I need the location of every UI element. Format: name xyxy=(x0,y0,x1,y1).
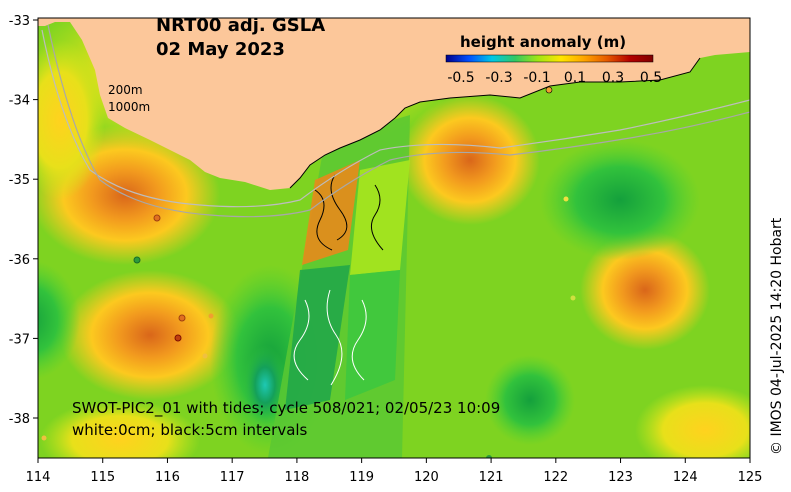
anomaly-eddy-central xyxy=(400,95,540,225)
y-tick-label: -38 xyxy=(9,412,30,427)
plot-frame xyxy=(37,17,751,459)
x-tick-label: 122 xyxy=(543,470,568,485)
y-tick-label: -33 xyxy=(9,14,30,29)
anomaly-far-west xyxy=(38,40,105,200)
swot-swath xyxy=(268,115,410,458)
anomaly-south-warm xyxy=(40,400,200,458)
colorbar-ticks: -0.5 -0.3 -0.1 0.1 0.3 0.5 xyxy=(447,70,662,86)
anomaly-cool-south xyxy=(485,355,575,445)
colorbar-title: height anomaly (m) xyxy=(460,33,626,51)
colorbar-tick-label: 0.1 xyxy=(564,70,586,86)
colorbar-tick-label: -0.5 xyxy=(447,70,474,86)
y-tick-label: -37 xyxy=(9,332,30,347)
x-tick-label: 116 xyxy=(155,470,180,485)
depth-label-200m: 200m xyxy=(108,83,143,97)
anomaly-eddy-southwest xyxy=(60,270,240,400)
x-axis: 114 115 116 117 118 119 120 121 122 123 124 125 xyxy=(26,458,763,485)
bathymetry-200m xyxy=(41,29,750,208)
bathymetry-1000m xyxy=(47,24,750,218)
anomaly-cool-core xyxy=(243,345,287,425)
title-line-2: 02 May 2023 xyxy=(156,39,285,60)
anomaly-cool-east xyxy=(540,140,700,260)
coastline xyxy=(289,97,451,189)
depth-label-1000m: 1000m xyxy=(108,100,150,114)
map-plot-area xyxy=(38,18,750,458)
x-tick-label: 125 xyxy=(738,470,763,485)
coastline-east xyxy=(449,57,701,99)
drifter-markers xyxy=(41,86,576,458)
title-line-1: NRT00 adj. GSLA xyxy=(156,15,325,36)
x-tick-label: 121 xyxy=(479,470,504,485)
credit-text: © IMOS 04-Jul-2025 14:20 Hobart xyxy=(769,217,785,455)
x-tick-label: 119 xyxy=(349,470,374,485)
x-tick-label: 124 xyxy=(673,470,698,485)
y-tick-label: -36 xyxy=(9,253,30,268)
y-tick-label: -34 xyxy=(9,94,30,109)
x-tick-label: 114 xyxy=(26,470,51,485)
swot-info-line-2: white:0cm; black:5cm intervals xyxy=(72,421,308,439)
anomaly-west-cool xyxy=(38,260,80,380)
y-tick-label: -35 xyxy=(9,173,30,188)
x-tick-label: 117 xyxy=(220,470,245,485)
x-tick-label: 115 xyxy=(90,470,115,485)
colorbar-tick-label: 0.5 xyxy=(640,70,662,86)
y-axis: -33 -34 -35 -36 -37 -38 xyxy=(9,14,38,427)
anomaly-eddy-east xyxy=(580,230,710,350)
colorbar-tick-label: 0.3 xyxy=(602,70,624,86)
x-tick-label: 118 xyxy=(284,470,309,485)
x-tick-label: 123 xyxy=(608,470,633,485)
colorbar-tick-label: -0.1 xyxy=(523,70,550,86)
colorbar-tick-label: -0.3 xyxy=(485,70,512,86)
swot-info-line-1: SWOT-PIC2_01 with tides; cycle 508/021; … xyxy=(72,399,500,418)
colorbar-bar xyxy=(445,54,654,63)
anomaly-southeast-warm xyxy=(635,385,750,458)
x-tick-label: 120 xyxy=(414,470,439,485)
